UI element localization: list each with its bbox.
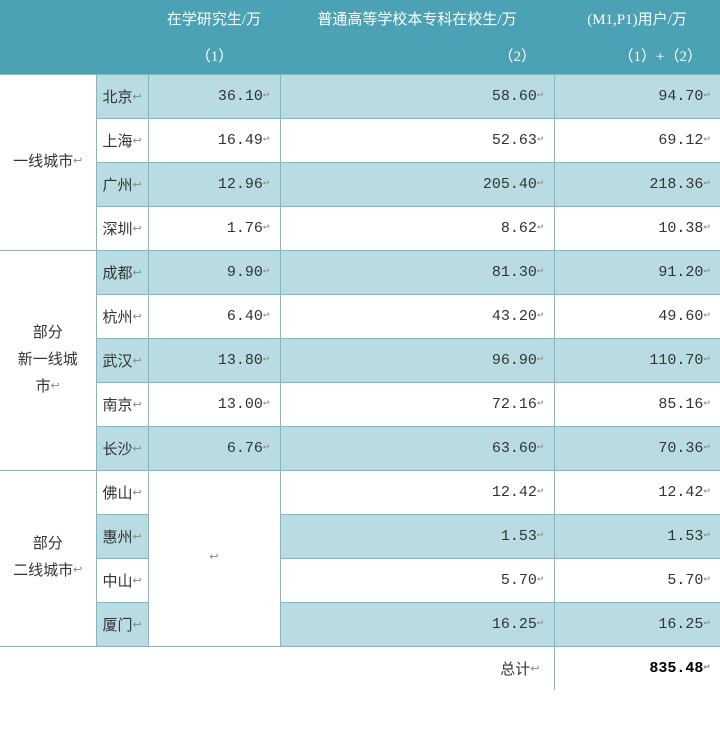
- table-row: 武汉↩13.80↩96.90↩110.70↩: [0, 338, 720, 382]
- header-sub3: （1）+（2）: [554, 37, 720, 74]
- total-row: 总计↩835.48↩: [0, 646, 720, 690]
- value-cell: 1.53↩: [280, 514, 554, 558]
- value-cell: 85.16↩: [554, 382, 720, 426]
- merged-empty-cell: ↩: [148, 470, 280, 646]
- city-student-table: 在学研究生/万 普通高等学校本专科在校生/万 (M1,P1)用户/万 （1） （…: [0, 0, 720, 690]
- city-cell: 厦门↩: [96, 602, 148, 646]
- table-row: 一线城市↩北京↩36.10↩58.60↩94.70↩: [0, 74, 720, 118]
- city-cell: 上海↩: [96, 118, 148, 162]
- value-cell: 16.25↩: [280, 602, 554, 646]
- table-row: 深圳↩1.76↩8.62↩10.38↩: [0, 206, 720, 250]
- value-cell: 218.36↩: [554, 162, 720, 206]
- value-cell: 96.90↩: [280, 338, 554, 382]
- city-cell: 惠州↩: [96, 514, 148, 558]
- value-cell: 63.60↩: [280, 426, 554, 470]
- value-cell: 52.63↩: [280, 118, 554, 162]
- value-cell: 1.53↩: [554, 514, 720, 558]
- value-cell: 94.70↩: [554, 74, 720, 118]
- table-row: 杭州↩6.40↩43.20↩49.60↩: [0, 294, 720, 338]
- value-cell: 43.20↩: [280, 294, 554, 338]
- header-col3: (M1,P1)用户/万: [554, 0, 720, 37]
- header-row-1: 在学研究生/万 普通高等学校本专科在校生/万 (M1,P1)用户/万: [0, 0, 720, 37]
- group-label: 部分新一线城市↩: [0, 250, 96, 470]
- city-cell: 南京↩: [96, 382, 148, 426]
- header-row-2: （1） （2） （1）+（2）: [0, 37, 720, 74]
- value-cell: 12.42↩: [280, 470, 554, 514]
- city-cell: 佛山↩: [96, 470, 148, 514]
- value-cell: 6.40↩: [148, 294, 280, 338]
- table-row: 部分二线城市↩佛山↩↩12.42↩12.42↩: [0, 470, 720, 514]
- total-label: 总计↩: [0, 646, 554, 690]
- value-cell: 1.76↩: [148, 206, 280, 250]
- city-cell: 中山↩: [96, 558, 148, 602]
- city-cell: 深圳↩: [96, 206, 148, 250]
- value-cell: 91.20↩: [554, 250, 720, 294]
- table-row: 长沙↩6.76↩63.60↩70.36↩: [0, 426, 720, 470]
- header-blank: [0, 0, 148, 37]
- table-row: 部分新一线城市↩成都↩9.90↩81.30↩91.20↩: [0, 250, 720, 294]
- value-cell: 12.42↩: [554, 470, 720, 514]
- total-value: 835.48↩: [554, 646, 720, 690]
- table-row: 上海↩16.49↩52.63↩69.12↩: [0, 118, 720, 162]
- city-cell: 武汉↩: [96, 338, 148, 382]
- value-cell: 5.70↩: [280, 558, 554, 602]
- header-sub2: （2）: [280, 37, 554, 74]
- group-label: 一线城市↩: [0, 74, 96, 250]
- value-cell: 58.60↩: [280, 74, 554, 118]
- table-row: 厦门↩ 16.25↩16.25↩: [0, 602, 720, 646]
- value-cell: 16.49↩: [148, 118, 280, 162]
- value-cell: 12.96↩: [148, 162, 280, 206]
- city-cell: 长沙↩: [96, 426, 148, 470]
- table-row: 南京↩13.00↩72.16↩85.16↩: [0, 382, 720, 426]
- value-cell: 8.62↩: [280, 206, 554, 250]
- city-cell: 成都↩: [96, 250, 148, 294]
- city-cell: 广州↩: [96, 162, 148, 206]
- header-col2: 普通高等学校本专科在校生/万: [280, 0, 554, 37]
- value-cell: 9.90↩: [148, 250, 280, 294]
- value-cell: 72.16↩: [280, 382, 554, 426]
- value-cell: 6.76↩: [148, 426, 280, 470]
- value-cell: 36.10↩: [148, 74, 280, 118]
- value-cell: 49.60↩: [554, 294, 720, 338]
- value-cell: 5.70↩: [554, 558, 720, 602]
- value-cell: 110.70↩: [554, 338, 720, 382]
- city-cell: 北京↩: [96, 74, 148, 118]
- header-sub1: （1）: [148, 37, 280, 74]
- value-cell: 16.25↩: [554, 602, 720, 646]
- value-cell: 10.38↩: [554, 206, 720, 250]
- value-cell: 13.80↩: [148, 338, 280, 382]
- header-col1: 在学研究生/万: [148, 0, 280, 37]
- table-row: 中山↩ 5.70↩5.70↩: [0, 558, 720, 602]
- header-blank2: [0, 37, 148, 74]
- city-cell: 杭州↩: [96, 294, 148, 338]
- value-cell: 205.40↩: [280, 162, 554, 206]
- value-cell: 70.36↩: [554, 426, 720, 470]
- table-row: 广州↩12.96↩205.40↩218.36↩: [0, 162, 720, 206]
- value-cell: 69.12↩: [554, 118, 720, 162]
- value-cell: 81.30↩: [280, 250, 554, 294]
- table-row: 惠州↩ 1.53↩1.53↩: [0, 514, 720, 558]
- group-label: 部分二线城市↩: [0, 470, 96, 646]
- value-cell: 13.00↩: [148, 382, 280, 426]
